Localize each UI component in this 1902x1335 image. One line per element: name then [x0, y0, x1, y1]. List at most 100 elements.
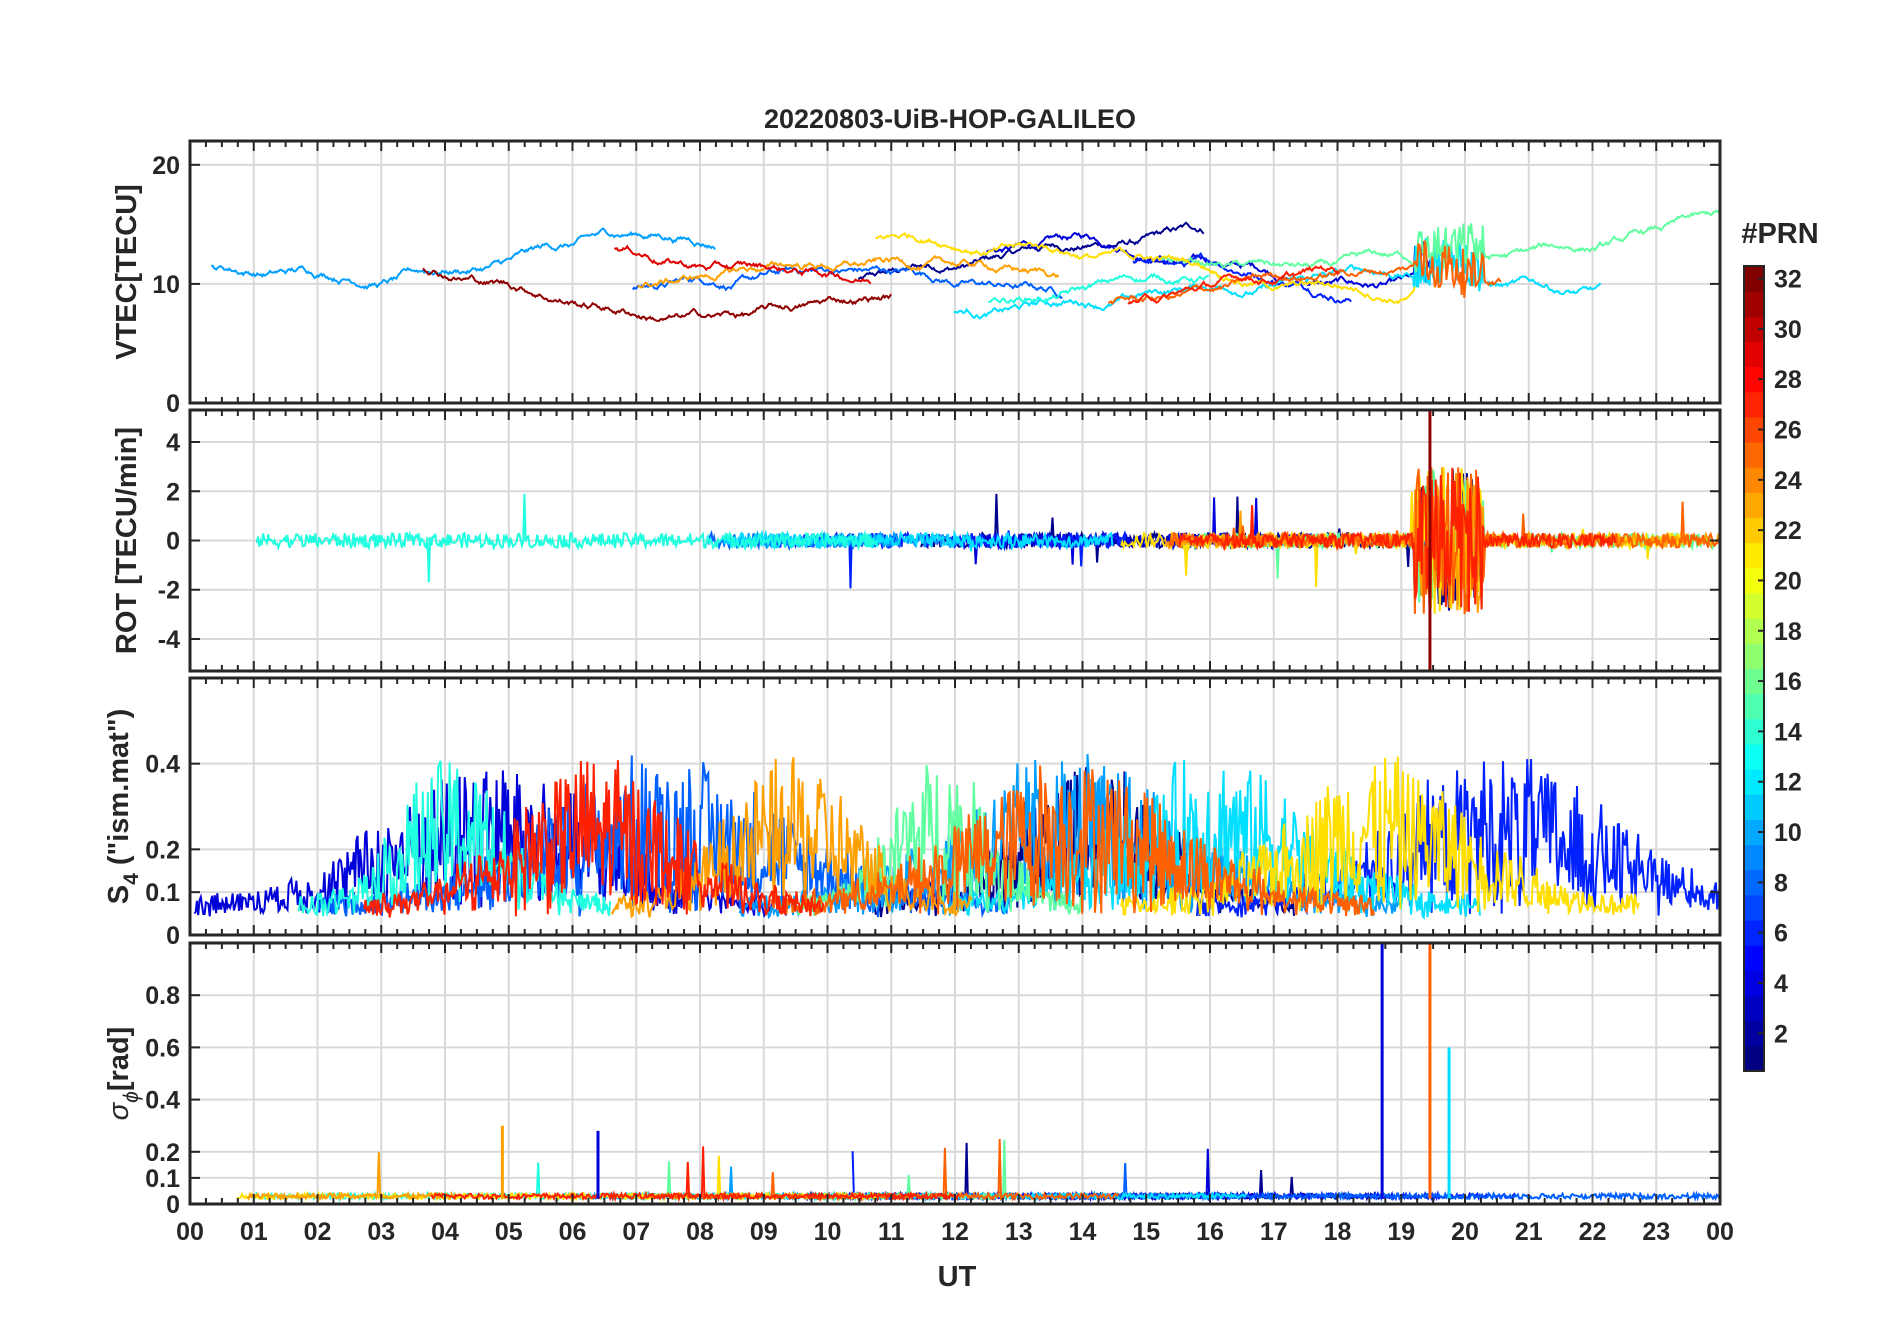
y-tick-label: -2: [158, 577, 180, 605]
x-tick-label: 12: [941, 1218, 969, 1246]
colorbar-segment: [1744, 266, 1764, 292]
colorbar-segment: [1744, 542, 1764, 569]
series-line: [1132, 251, 1352, 304]
series-line: [1178, 467, 1617, 612]
colorbar-tick-label: 8: [1774, 869, 1788, 897]
colorbar-frame: [1743, 265, 1765, 1072]
colorbar-segment: [1744, 643, 1764, 669]
x-tick-label: 01: [240, 1218, 268, 1246]
y-tick-label: 0.2: [145, 836, 180, 864]
x-tick-label: 13: [1005, 1218, 1033, 1246]
series-line: [985, 231, 1433, 289]
traces: [193, 754, 1720, 920]
y-tick-label: 0.8: [145, 982, 180, 1010]
colorbar-segment: [1744, 618, 1764, 644]
colorbar-segment: [1744, 794, 1764, 820]
series-line: [637, 254, 1060, 289]
colorbar-segment: [1744, 492, 1764, 519]
x-tick-label: 15: [1132, 1218, 1160, 1246]
colorbar-segment: [1744, 970, 1764, 997]
colorbar-tick-label: 30: [1774, 316, 1802, 344]
series-line: [430, 1146, 960, 1203]
x-tick-label: 11: [878, 1218, 905, 1246]
y-axis-title: ROT [TECU/min]: [111, 427, 143, 654]
y-tick-label: -4: [158, 626, 180, 654]
colorbar-segment: [1744, 894, 1764, 921]
series-line: [610, 757, 973, 919]
x-tick-label: 07: [622, 1218, 650, 1246]
colorbar-segment: [1744, 517, 1764, 544]
colorbar-segment: [1744, 467, 1764, 493]
series-line: [988, 272, 1210, 305]
colorbar-title: #PRN: [1741, 218, 1818, 250]
series-line: [422, 267, 892, 323]
x-tick-label: 02: [304, 1218, 332, 1246]
series-line: [1107, 240, 1502, 306]
x-tick-label: 08: [686, 1218, 714, 1246]
y-title-sub: 4: [120, 873, 143, 885]
series-line: [1160, 209, 1720, 273]
axes-frame: [188, 676, 1722, 937]
traces: [236, 943, 1720, 1203]
x-tick-label: 09: [750, 1218, 778, 1246]
y-tick-label: 0: [166, 528, 180, 556]
x-tick-label: 14: [1069, 1218, 1097, 1246]
x-axis-title: UT: [938, 1261, 977, 1293]
series-line: [1120, 756, 1640, 916]
x-tick-label: 00: [176, 1218, 204, 1246]
series-line: [363, 760, 825, 918]
colorbar-segment: [1744, 1045, 1764, 1072]
colorbar-segment: [1744, 442, 1764, 468]
y-tick-label: 0: [166, 1191, 180, 1219]
series-line: [255, 493, 879, 583]
y-title-main: σ: [103, 1101, 135, 1120]
y-tick-label: 0.2: [145, 1139, 180, 1167]
colorbar-tick-label: 20: [1774, 567, 1802, 595]
series-line: [211, 227, 716, 290]
y-axis-title: VTEC[TECU]: [111, 184, 143, 360]
colorbar-tick-label: 18: [1774, 618, 1802, 646]
x-tick-label: 21: [1515, 1218, 1543, 1246]
colorbar-tick-label: 32: [1774, 266, 1802, 294]
series-line: [953, 238, 1602, 320]
y-tick-label: 0.1: [145, 879, 180, 907]
colorbar-segment: [1744, 869, 1764, 896]
colorbar-segment: [1744, 668, 1764, 695]
x-tick-label: 03: [367, 1218, 395, 1246]
colorbar-segment: [1744, 593, 1764, 619]
y-tick-label: 20: [152, 152, 180, 180]
y-tick-label: 0.6: [145, 1034, 180, 1062]
x-tick-label: 23: [1642, 1218, 1670, 1246]
x-tick-label: 10: [814, 1218, 842, 1246]
colorbar-segment: [1744, 366, 1764, 393]
colorbar-segment: [1744, 1020, 1764, 1047]
y-tick-label: 0: [166, 390, 180, 418]
colorbar-segment: [1744, 567, 1764, 594]
colorbar-segment: [1744, 743, 1764, 770]
panel-s4: 00.10.20.4S4 ("ism.mat"): [103, 676, 1722, 950]
colorbar-segment: [1744, 718, 1764, 745]
colorbar-segment: [1744, 819, 1764, 846]
colorbar-segment: [1744, 945, 1764, 971]
colorbar-tick-label: 14: [1774, 718, 1802, 746]
x-tick-label: 04: [431, 1218, 459, 1246]
panel-rot: -4 -2 0 2 4 ROT [TECU/min]: [111, 408, 1722, 673]
series-line: [770, 765, 1376, 917]
axes-frame: [188, 408, 1722, 673]
colorbar-tick-label: 2: [1774, 1020, 1788, 1048]
panel-sigphi: 00.10.20.40.60.8σϕ[rad]: [103, 941, 1722, 1219]
colorbar-tick-label: 6: [1774, 920, 1788, 948]
colorbar-tick-label: 28: [1774, 366, 1802, 394]
y-axis-title: σϕ[rad]: [103, 1027, 143, 1121]
series-line: [1127, 265, 1341, 305]
y-tick-label: 0.4: [145, 751, 180, 779]
series-line: [297, 760, 612, 918]
colorbar-segment: [1744, 693, 1764, 720]
axes-frame: [188, 139, 1722, 405]
y-title-rest: [rad]: [103, 1027, 135, 1091]
x-tick-label: 05: [495, 1218, 523, 1246]
colorbar-segment: [1744, 920, 1764, 946]
